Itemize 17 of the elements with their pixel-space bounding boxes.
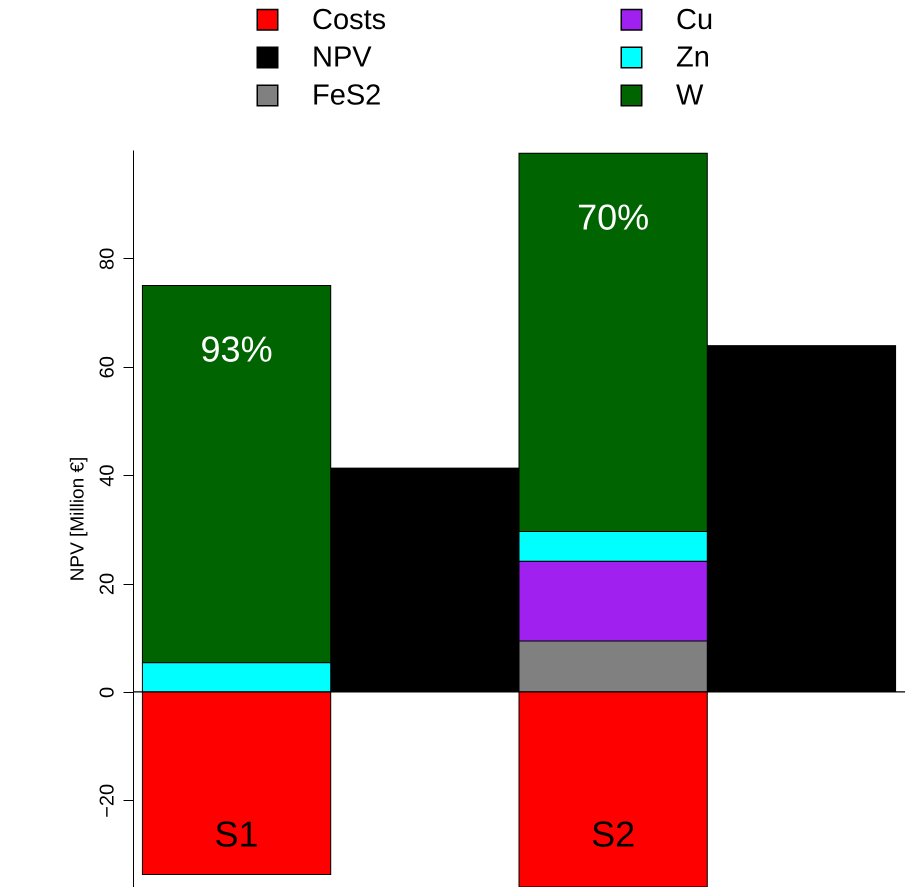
- legend-label: W: [676, 80, 704, 112]
- legend-label: Zn: [676, 42, 710, 74]
- annotation: 70%: [577, 196, 650, 238]
- legend-label: Cu: [676, 4, 714, 36]
- y-tick-label: 40: [96, 464, 118, 487]
- y-tick-label: 0: [96, 686, 118, 698]
- legend-label: FeS2: [312, 80, 382, 112]
- y-tick-label: −20: [96, 784, 118, 818]
- y-tick-label: 20: [96, 572, 118, 596]
- annotation: 93%: [200, 328, 273, 370]
- x-tick-label: S1: [214, 814, 259, 854]
- y-axis-title: NPV [Million €]: [68, 456, 88, 582]
- y-tick-label: 60: [96, 356, 118, 378]
- legend-label: Costs: [312, 4, 386, 36]
- legend-label: NPV: [312, 42, 372, 74]
- x-tick-label: S2: [591, 814, 636, 854]
- y-tick-label: 80: [96, 248, 118, 270]
